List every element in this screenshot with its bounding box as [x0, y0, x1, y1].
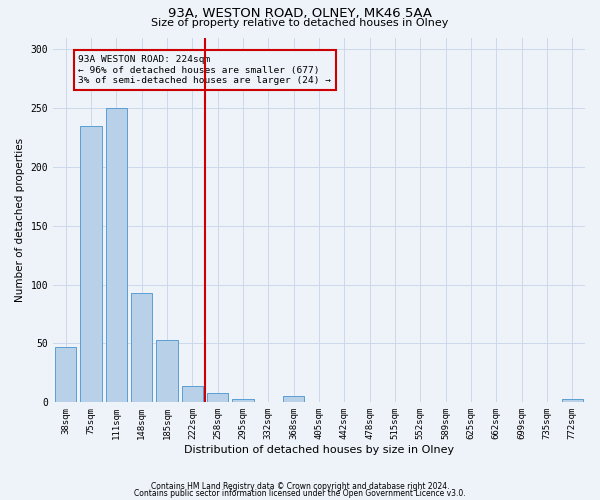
Bar [232, 399, 254, 402]
X-axis label: Distribution of detached houses by size in Olney: Distribution of detached houses by size … [184, 445, 454, 455]
Text: Contains public sector information licensed under the Open Government Licence v3: Contains public sector information licen… [134, 488, 466, 498]
Bar [156, 340, 178, 402]
Text: 93A WESTON ROAD: 224sqm
← 96% of detached houses are smaller (677)
3% of semi-de: 93A WESTON ROAD: 224sqm ← 96% of detache… [79, 55, 331, 85]
Bar [131, 293, 152, 403]
Bar [562, 399, 583, 402]
Bar [106, 108, 127, 403]
Bar [80, 126, 102, 402]
Bar [55, 347, 76, 403]
Y-axis label: Number of detached properties: Number of detached properties [15, 138, 25, 302]
Bar [283, 396, 304, 402]
Text: Contains HM Land Registry data © Crown copyright and database right 2024.: Contains HM Land Registry data © Crown c… [151, 482, 449, 491]
Bar [207, 393, 229, 402]
Text: 93A, WESTON ROAD, OLNEY, MK46 5AA: 93A, WESTON ROAD, OLNEY, MK46 5AA [168, 8, 432, 20]
Bar [182, 386, 203, 402]
Text: Size of property relative to detached houses in Olney: Size of property relative to detached ho… [151, 18, 449, 28]
